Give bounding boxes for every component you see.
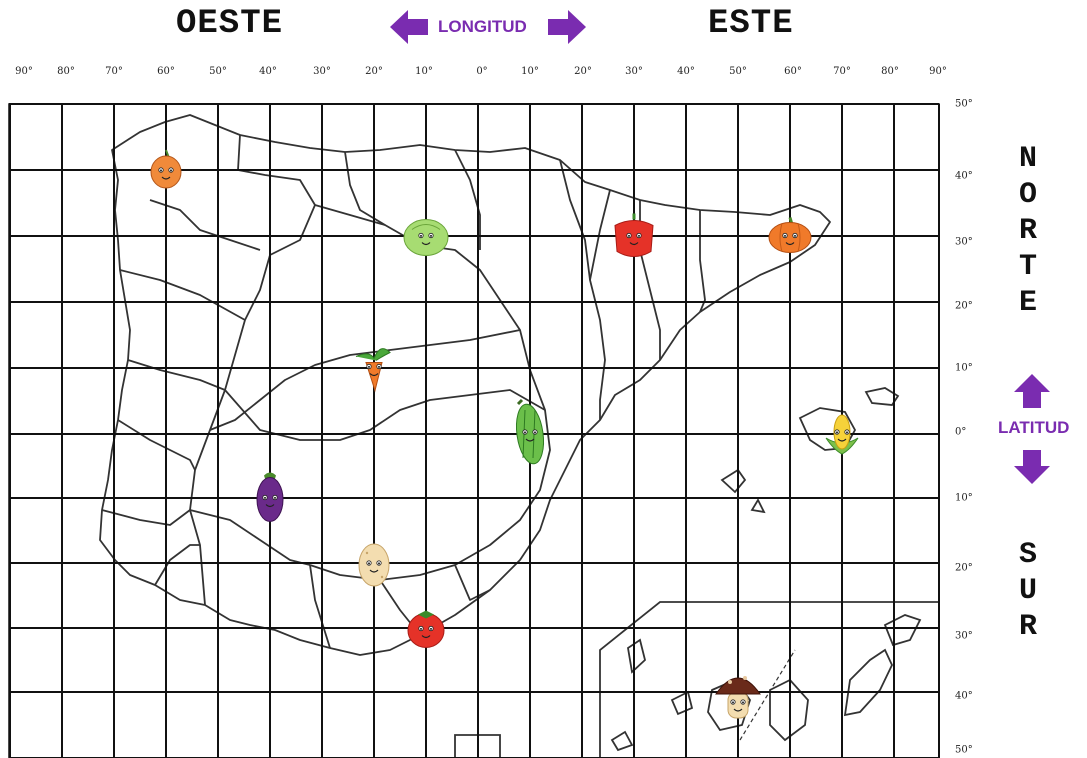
longitude-tick: 30° xyxy=(625,66,643,77)
longitude-tick: 50° xyxy=(729,66,747,77)
east-label: ESTE xyxy=(708,5,794,43)
up-arrow-icon xyxy=(1014,374,1050,408)
north-letter: O xyxy=(1018,178,1037,212)
tomato-icon xyxy=(407,610,445,648)
vegetables-layer xyxy=(150,149,859,719)
corn-icon xyxy=(825,414,859,455)
latitude-tick: 50° xyxy=(955,744,973,756)
longitude-tick: 10° xyxy=(415,66,433,77)
mushroom-icon xyxy=(715,676,761,719)
carrot-icon xyxy=(355,348,391,393)
latitude-tick: 20° xyxy=(955,300,973,312)
north-letter: E xyxy=(1018,286,1037,320)
longitude-tick: 80° xyxy=(881,66,899,77)
south-letter: S xyxy=(1018,538,1037,572)
south-letter: R xyxy=(1018,610,1037,644)
latitude-tick: 50° xyxy=(955,98,973,110)
right-arrow-icon xyxy=(548,10,586,44)
longitude-tick: 60° xyxy=(784,66,802,77)
longitude-tick: 90° xyxy=(15,66,33,77)
north-letter: R xyxy=(1018,214,1037,248)
longitude-tick: 80° xyxy=(57,66,75,77)
potato-icon xyxy=(358,543,390,587)
west-label: OESTE xyxy=(176,5,284,43)
latitude-tick: 10° xyxy=(955,362,973,374)
onion-icon xyxy=(150,149,182,189)
longitude-tick: 0° xyxy=(476,66,488,77)
red-pepper-icon xyxy=(614,213,654,257)
longitude-tick: 60° xyxy=(157,66,175,77)
pumpkin-icon xyxy=(768,217,812,253)
longitude-tick: 70° xyxy=(833,66,851,77)
longitude-tick: 40° xyxy=(677,66,695,77)
south-letter: U xyxy=(1018,574,1037,608)
latitude-tick: 10° xyxy=(955,492,973,504)
longitude-tick: 40° xyxy=(259,66,277,77)
longitude-tick: 30° xyxy=(313,66,331,77)
eggplant-icon xyxy=(256,472,284,522)
longitude-tick: 20° xyxy=(365,66,383,77)
lettuce-icon xyxy=(403,219,449,256)
map-frame xyxy=(8,103,940,758)
latitude-tick: 30° xyxy=(955,630,973,642)
north-letter: T xyxy=(1018,250,1037,284)
longitude-label: LONGITUD xyxy=(438,17,527,36)
zucchini-icon xyxy=(515,398,545,465)
latitude-label: LATITUD xyxy=(998,418,1070,437)
latitude-tick: 20° xyxy=(955,562,973,574)
longitude-tick: 10° xyxy=(521,66,539,77)
north-letter: N xyxy=(1018,142,1037,176)
longitude-tick: 50° xyxy=(209,66,227,77)
latitude-tick: 40° xyxy=(955,690,973,702)
longitude-tick: 90° xyxy=(929,66,947,77)
latitude-tick: 40° xyxy=(955,170,973,182)
longitude-tick: 70° xyxy=(105,66,123,77)
down-arrow-icon xyxy=(1014,450,1050,484)
latitude-tick: 30° xyxy=(955,236,973,248)
left-arrow-icon xyxy=(390,10,428,44)
latitude-tick: 0° xyxy=(955,426,967,438)
longitude-tick: 20° xyxy=(574,66,592,77)
